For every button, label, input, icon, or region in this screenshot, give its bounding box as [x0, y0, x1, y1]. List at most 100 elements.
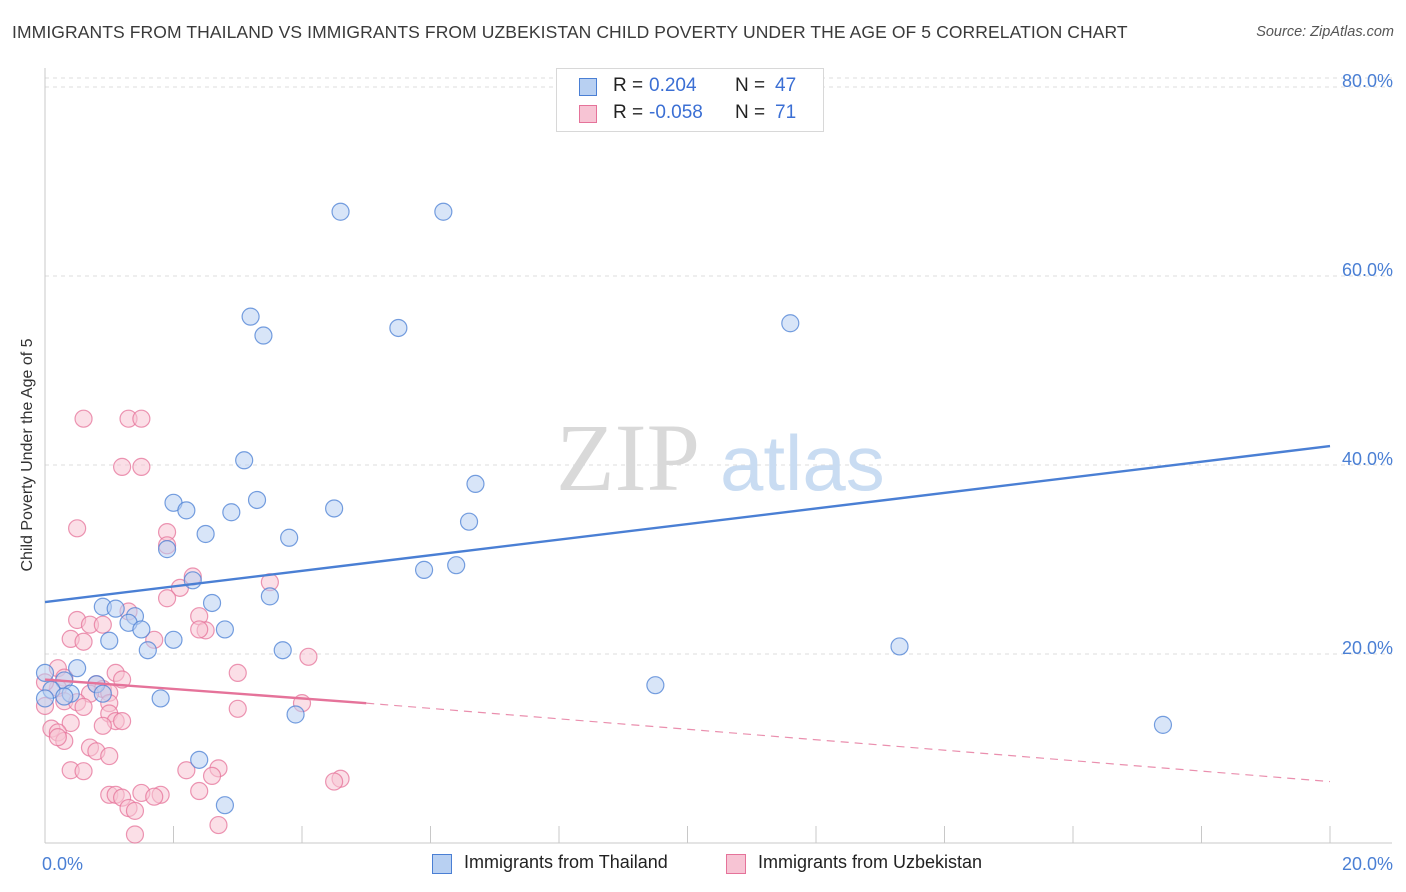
point-uzbekistan: [93, 615, 112, 634]
point-thailand: [151, 689, 170, 708]
trend-lines: [44, 444, 1331, 783]
point-uzbekistan: [125, 801, 145, 820]
watermark: ZIP atlas: [556, 404, 885, 511]
y-tick-label: 80.0%: [1342, 71, 1393, 91]
grid-lines: [45, 77, 1392, 655]
point-thailand: [132, 620, 151, 639]
point-uzbekistan: [74, 632, 93, 651]
legend-r-label: R =: [613, 75, 644, 96]
point-thailand: [222, 503, 241, 522]
chart-title: IMMIGRANTS FROM THAILAND VS IMMIGRANTS F…: [12, 22, 1128, 42]
legend-r-value-thailand: 0.204: [649, 75, 697, 96]
point-uzbekistan: [48, 728, 67, 747]
point-uzbekistan: [325, 772, 344, 791]
point-thailand: [235, 451, 254, 470]
point-thailand: [183, 571, 202, 590]
point-uzbekistan: [228, 699, 247, 718]
point-uzbekistan: [112, 711, 132, 731]
point-thailand: [215, 796, 234, 815]
point-uzbekistan: [100, 746, 119, 766]
point-thailand: [254, 326, 273, 345]
point-uzbekistan: [61, 713, 80, 733]
point-uzbekistan: [202, 766, 222, 786]
point-uzbekistan: [68, 519, 87, 538]
series-swatch-uzbekistan: [726, 854, 746, 874]
point-thailand: [202, 593, 222, 613]
point-uzbekistan: [209, 815, 228, 835]
trend-line-thailand: [44, 444, 1331, 604]
x-tick-label: 0.0%: [42, 854, 83, 874]
point-thailand: [35, 663, 55, 683]
point-thailand: [93, 684, 112, 703]
point-thailand: [100, 631, 119, 650]
legend-swatch-thailand: [579, 78, 597, 96]
point-thailand: [286, 705, 305, 724]
legend-n-label: N =: [735, 102, 766, 123]
point-thailand: [646, 676, 665, 695]
source-label: Source: ZipAtlas.com: [1256, 24, 1394, 40]
point-thailand: [260, 587, 279, 606]
point-uzbekistan: [93, 716, 112, 735]
point-thailand: [241, 307, 260, 326]
point-uzbekistan: [299, 647, 318, 666]
stats-legend: R = 0.204 N = 47 R = -0.058 N = 71: [556, 68, 824, 132]
point-thailand: [890, 637, 909, 656]
point-uzbekistan: [132, 409, 151, 428]
legend-n-value-thailand: 47: [775, 75, 797, 96]
series-label-thailand: Immigrants from Thailand: [464, 852, 668, 872]
point-thailand: [781, 314, 800, 333]
point-uzbekistan: [228, 663, 247, 683]
legend-r-value-uzbekistan: -0.058: [649, 102, 703, 123]
legend-n-value-uzbekistan: 71: [775, 102, 797, 123]
point-uzbekistan: [145, 787, 164, 806]
series-label-uzbekistan: Immigrants from Uzbekistan: [758, 852, 983, 872]
legend-swatch-uzbekistan: [579, 105, 597, 123]
data-points: [35, 202, 1173, 844]
legend-n-label: N =: [735, 75, 766, 96]
point-uzbekistan: [74, 409, 93, 428]
y-tick-label: 40.0%: [1342, 449, 1393, 469]
point-uzbekistan: [74, 697, 93, 717]
point-thailand: [447, 556, 466, 575]
point-thailand: [196, 524, 215, 544]
point-thailand: [466, 474, 485, 493]
point-thailand: [138, 641, 157, 660]
point-thailand: [215, 620, 234, 639]
watermark-atlas: atlas: [720, 419, 885, 507]
series-swatch-thailand: [432, 854, 452, 874]
point-thailand: [35, 689, 55, 708]
trend-line-uzbekistan: [44, 678, 367, 705]
point-thailand: [459, 512, 479, 531]
legend-r-label: R =: [613, 102, 644, 123]
point-uzbekistan: [125, 825, 145, 844]
point-thailand: [68, 659, 87, 678]
point-uzbekistan: [190, 781, 209, 801]
point-uzbekistan: [74, 762, 93, 781]
point-thailand: [414, 560, 434, 579]
point-thailand: [331, 202, 350, 221]
point-thailand: [325, 499, 344, 518]
point-thailand: [55, 687, 74, 706]
point-thailand: [1153, 715, 1173, 734]
tick-labels: 20.0% 40.0% 60.0% 80.0% 0.0% 20.0%: [42, 71, 1393, 874]
point-thailand: [434, 202, 453, 221]
point-uzbekistan: [112, 457, 132, 476]
watermark-zip: ZIP: [556, 404, 700, 511]
y-tick-label: 20.0%: [1342, 638, 1393, 658]
point-thailand: [389, 318, 408, 338]
trend-line-extension-uzbekistan: [366, 702, 1331, 783]
point-uzbekistan: [177, 761, 196, 780]
point-thailand: [106, 599, 125, 618]
point-thailand: [157, 540, 177, 559]
point-thailand: [177, 501, 196, 520]
point-thailand: [273, 641, 292, 660]
y-tick-label: 60.0%: [1342, 260, 1393, 280]
point-thailand: [190, 750, 209, 769]
y-axis-label: Child Poverty Under the Age of 5: [19, 338, 36, 572]
point-uzbekistan: [132, 457, 151, 476]
point-uzbekistan: [190, 620, 209, 639]
point-thailand: [164, 630, 183, 649]
point-uzbekistan: [157, 589, 177, 608]
x-tick-label: 20.0%: [1342, 854, 1393, 874]
